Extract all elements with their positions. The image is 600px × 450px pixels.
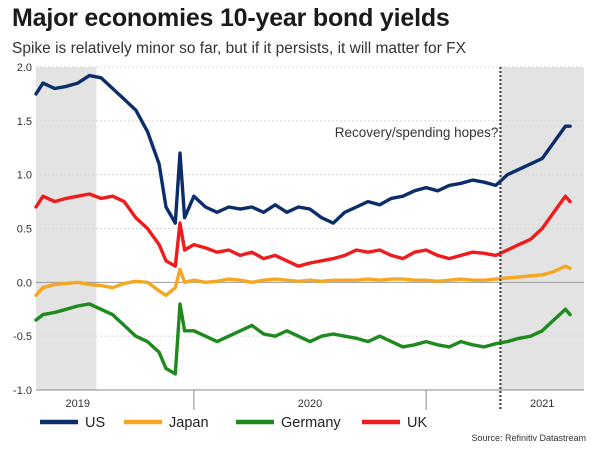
y-tick-label-4: 0.0	[17, 277, 32, 289]
x-tick-label-2: 2021	[530, 398, 554, 410]
legend-label-us: US	[85, 415, 105, 431]
legend-label-germany: Germany	[281, 415, 341, 431]
chart-title: Major economies 10-year bond yields	[12, 4, 450, 32]
series-line-germany	[34, 302, 572, 376]
y-tick-label-5: -0.5	[13, 331, 32, 343]
y-tick-label-0: 2.0	[17, 62, 32, 74]
source-note: Source: Refinitiv Datastream	[471, 433, 586, 443]
y-tick-label-2: 1.0	[17, 170, 32, 182]
x-tick-label-1: 2020	[298, 398, 322, 410]
shaded-region-0	[36, 67, 97, 390]
series-line-uk	[34, 192, 572, 268]
chart-subtitle: Spike is relatively minor so far, but if…	[12, 40, 466, 57]
series-line-japan	[34, 264, 572, 297]
labels-layer: 2.0 1.5 1.0 0.5 0.0 -0.5 -1.0 2019 2020 2021 Recov…	[13, 62, 554, 410]
annotation-recovery: Recovery/spending hopes?	[335, 125, 499, 140]
legend-label-uk: UK	[407, 415, 427, 431]
y-tick-label-3: 0.5	[17, 224, 32, 236]
legend: US Japan Germany UK	[40, 415, 427, 431]
y-tick-label-1: 1.5	[17, 116, 32, 128]
x-tick-label-0: 2019	[66, 398, 90, 410]
series-layer	[34, 73, 572, 376]
legend-label-japan: Japan	[169, 415, 209, 431]
series-line-us	[34, 73, 572, 225]
y-tick-label-6: -1.0	[13, 385, 32, 397]
